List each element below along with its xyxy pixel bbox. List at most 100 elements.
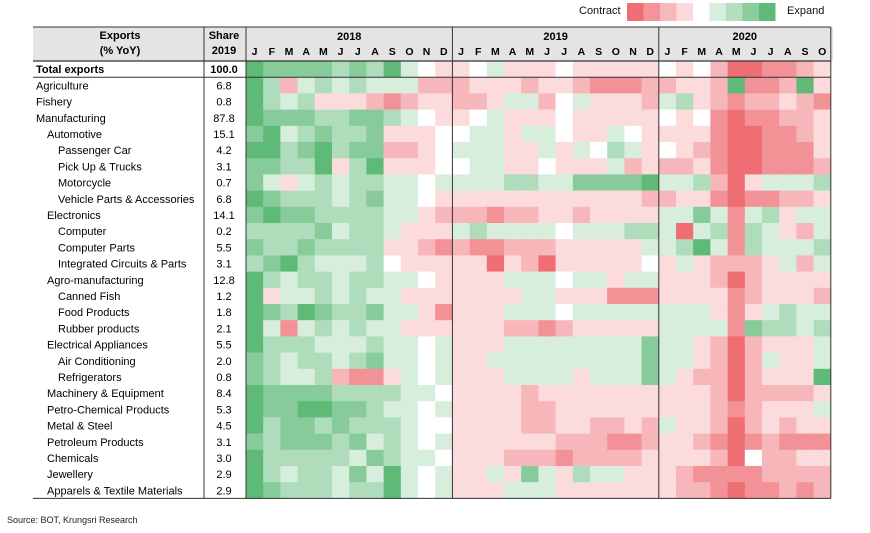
heatmap-cell: [486, 125, 505, 143]
heatmap-cell: [297, 142, 316, 159]
heatmap-cell: [469, 304, 488, 321]
heatmap-cell: [246, 352, 264, 370]
heatmap-cell: [349, 125, 367, 143]
heatmap-cell: [469, 158, 488, 175]
heatmap-cell: [658, 190, 677, 208]
heatmap-cell: [538, 190, 556, 208]
heatmap-cell: [693, 125, 711, 143]
month-label: A: [509, 46, 517, 58]
heatmap-cell: [744, 287, 763, 305]
heatmap-cell: [263, 109, 281, 127]
heatmap-cell: [607, 206, 625, 224]
legend-swatch: [709, 3, 726, 21]
heatmap-cell: [555, 433, 574, 451]
heatmap-cell: [538, 255, 556, 272]
heatmap-cell: [314, 352, 333, 370]
heatmap-cell: [504, 417, 522, 434]
heatmap-cell: [383, 385, 402, 402]
heatmap-cell: [796, 385, 814, 402]
heatmap-cell: [332, 352, 350, 370]
heatmap-cell: [693, 271, 711, 289]
heatmap-cell: [779, 449, 797, 467]
heatmap-cell: [796, 77, 814, 94]
heatmap-cell: [418, 304, 436, 321]
heatmap-cell: [744, 61, 763, 78]
heatmap-cell: [504, 125, 522, 143]
heatmap-cell: [332, 109, 350, 127]
heatmap-cell: [762, 109, 780, 127]
heatmap-cell: [332, 320, 350, 337]
heatmap-cell: [538, 433, 556, 451]
row-share: 1.8: [216, 307, 231, 319]
heatmap-cell: [314, 271, 333, 289]
heatmap-cell: [624, 336, 642, 353]
heatmap-cell: [744, 125, 763, 143]
month-label: O: [405, 46, 413, 58]
heatmap-cell: [366, 385, 384, 402]
heatmap-cell: [693, 223, 711, 240]
heatmap-cell: [504, 271, 522, 289]
heatmap-cell: [246, 271, 264, 289]
heatmap-cell: [813, 417, 832, 434]
heatmap-cell: [263, 239, 281, 256]
heatmap-cell: [366, 304, 384, 321]
row-share: 15.1: [213, 129, 234, 141]
heatmap-cell: [658, 142, 677, 159]
row-label: Jewellery: [47, 469, 93, 481]
heatmap-cell: [349, 368, 367, 386]
heatmap-cell: [521, 255, 539, 272]
row-share: 3.1: [216, 437, 231, 449]
heatmap-cell: [280, 158, 298, 175]
heatmap-cell: [486, 320, 505, 337]
heatmap-cell: [710, 271, 728, 289]
heatmap-cell: [400, 336, 419, 353]
heatmap-cell: [332, 158, 350, 175]
heatmap-cell: [555, 174, 574, 191]
heatmap-cell: [779, 401, 797, 418]
heatmap-cell: [469, 109, 488, 127]
heatmap-cell: [641, 77, 660, 94]
legend-swatch: [759, 3, 776, 21]
heatmap-cell: [435, 466, 453, 483]
heatmap-cell: [469, 142, 488, 159]
heatmap-cell: [762, 223, 780, 240]
row-label: Apparels & Textile Materials: [47, 485, 183, 497]
heatmap-cell: [314, 109, 333, 127]
year-label: 2019: [543, 31, 567, 43]
heatmap-cell: [607, 174, 625, 191]
heatmap-cell: [710, 449, 728, 467]
heatmap-cell: [263, 223, 281, 240]
heatmap-cell: [693, 255, 711, 272]
heatmap-cell: [469, 271, 488, 289]
heatmap-cell: [314, 239, 333, 256]
heatmap-cell: [418, 142, 436, 159]
month-label: D: [440, 46, 448, 58]
heatmap-cell: [435, 417, 453, 434]
heatmap-cell: [590, 223, 608, 240]
heatmap-cell: [727, 174, 746, 191]
heatmap-cell: [280, 417, 298, 434]
row-label: Petroleum Products: [47, 437, 144, 449]
heatmap-cell: [744, 174, 763, 191]
heatmap-cell: [676, 190, 694, 208]
heatmap-cell: [538, 304, 556, 321]
heatmap-cell: [658, 304, 677, 321]
heatmap-cell: [590, 336, 608, 353]
heatmap-cell: [590, 304, 608, 321]
heatmap-cell: [762, 449, 780, 467]
heatmap-cell: [693, 352, 711, 370]
row-share: 2.9: [216, 485, 231, 497]
heatmap-cell: [624, 449, 642, 467]
heatmap-cell: [813, 352, 832, 370]
heatmap-cell: [796, 255, 814, 272]
heatmap-cell: [366, 352, 384, 370]
heatmap-cell: [246, 125, 264, 143]
heatmap-cell: [452, 304, 470, 321]
heatmap-cell: [383, 287, 402, 305]
heatmap-cell: [263, 190, 281, 208]
heatmap-cell: [693, 206, 711, 224]
heatmap-cell: [297, 125, 316, 143]
heatmap-cell: [280, 271, 298, 289]
heatmap-cell: [607, 336, 625, 353]
heatmap-cell: [779, 287, 797, 305]
